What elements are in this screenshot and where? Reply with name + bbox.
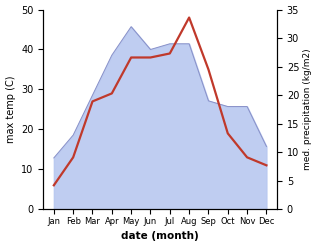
Y-axis label: max temp (C): max temp (C) — [5, 76, 16, 143]
Y-axis label: med. precipitation (kg/m2): med. precipitation (kg/m2) — [303, 49, 313, 170]
X-axis label: date (month): date (month) — [121, 231, 199, 242]
